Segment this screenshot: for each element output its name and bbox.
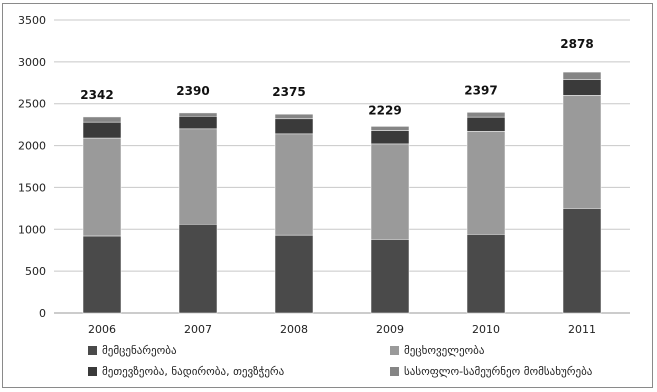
x-tick-label: 2011: [568, 323, 596, 336]
total-label: 2390: [176, 84, 209, 98]
bar-segment: [466, 131, 506, 235]
bar-segment: [370, 126, 410, 131]
total-label: 2342: [80, 88, 113, 102]
total-label: 2229: [368, 103, 401, 117]
x-axis: 2006 2007 2008 2009 2010 2011: [54, 312, 630, 336]
legend-swatch: [390, 367, 399, 376]
legend-label: მეცხოველეობა: [404, 344, 485, 357]
legend-label: მემცენარეობა: [102, 344, 177, 357]
bar-segment: [562, 208, 602, 314]
bar-segment: [178, 128, 218, 225]
bar-segment: [82, 137, 122, 237]
bar-segment: [178, 224, 218, 314]
bar-segment: [370, 143, 410, 240]
bar-segment: [274, 113, 314, 120]
bar-segment: [274, 118, 314, 135]
bar-segment: [82, 235, 122, 314]
bar-segment: [178, 112, 218, 117]
bar-segment: [466, 234, 506, 314]
bar-segment: [370, 239, 410, 314]
x-tick-label: 2009: [376, 323, 404, 336]
bar-segment: [562, 79, 602, 96]
bar-segment: [178, 116, 218, 130]
y-tick-label: 1000: [18, 223, 46, 236]
bar-segment: [466, 116, 506, 132]
bar-segment: [466, 112, 506, 118]
bar-segment: [82, 121, 122, 139]
total-label: 2375: [272, 85, 305, 99]
y-tick-label: 500: [25, 265, 46, 278]
y-tick-label: 3000: [18, 56, 46, 69]
total-labels: 2342 2390 2375 2229 2397 2878: [80, 37, 593, 117]
bar-segment: [274, 234, 314, 314]
legend-label: სასოფლო-სამეურნეო მომსახურება: [404, 365, 593, 378]
y-tick-label: 2500: [18, 98, 46, 111]
x-tick-label: 2010: [472, 323, 500, 336]
y-tick-label: 3500: [18, 14, 46, 27]
legend-label: მეთევზეობა, ნადირობა, თევზჭერა: [102, 365, 285, 378]
bar-segment: [562, 95, 602, 209]
total-label: 2397: [464, 83, 497, 97]
legend-swatch: [390, 346, 399, 355]
bars: [82, 71, 602, 314]
bar-segment: [82, 116, 122, 123]
y-tick-label: 2000: [18, 140, 46, 153]
bar-segment: [370, 130, 410, 145]
bar-segment: [274, 133, 314, 236]
gridlines: [54, 19, 630, 314]
legend: მემცენარეობა მეცხოველეობა მეთევზეობა, ნადი…: [88, 344, 593, 378]
y-axis: 0 500 1000 1500 2000 2500 3000 3500: [18, 14, 46, 320]
y-tick-label: 1500: [18, 181, 46, 194]
total-label: 2878: [560, 37, 593, 51]
legend-swatch: [88, 367, 97, 376]
x-tick-label: 2007: [184, 323, 212, 336]
x-tick-label: 2008: [280, 323, 308, 336]
bar-segment: [562, 71, 602, 80]
y-tick-label: 0: [39, 307, 46, 320]
legend-swatch: [88, 346, 97, 355]
x-tick-label: 2006: [88, 323, 116, 336]
